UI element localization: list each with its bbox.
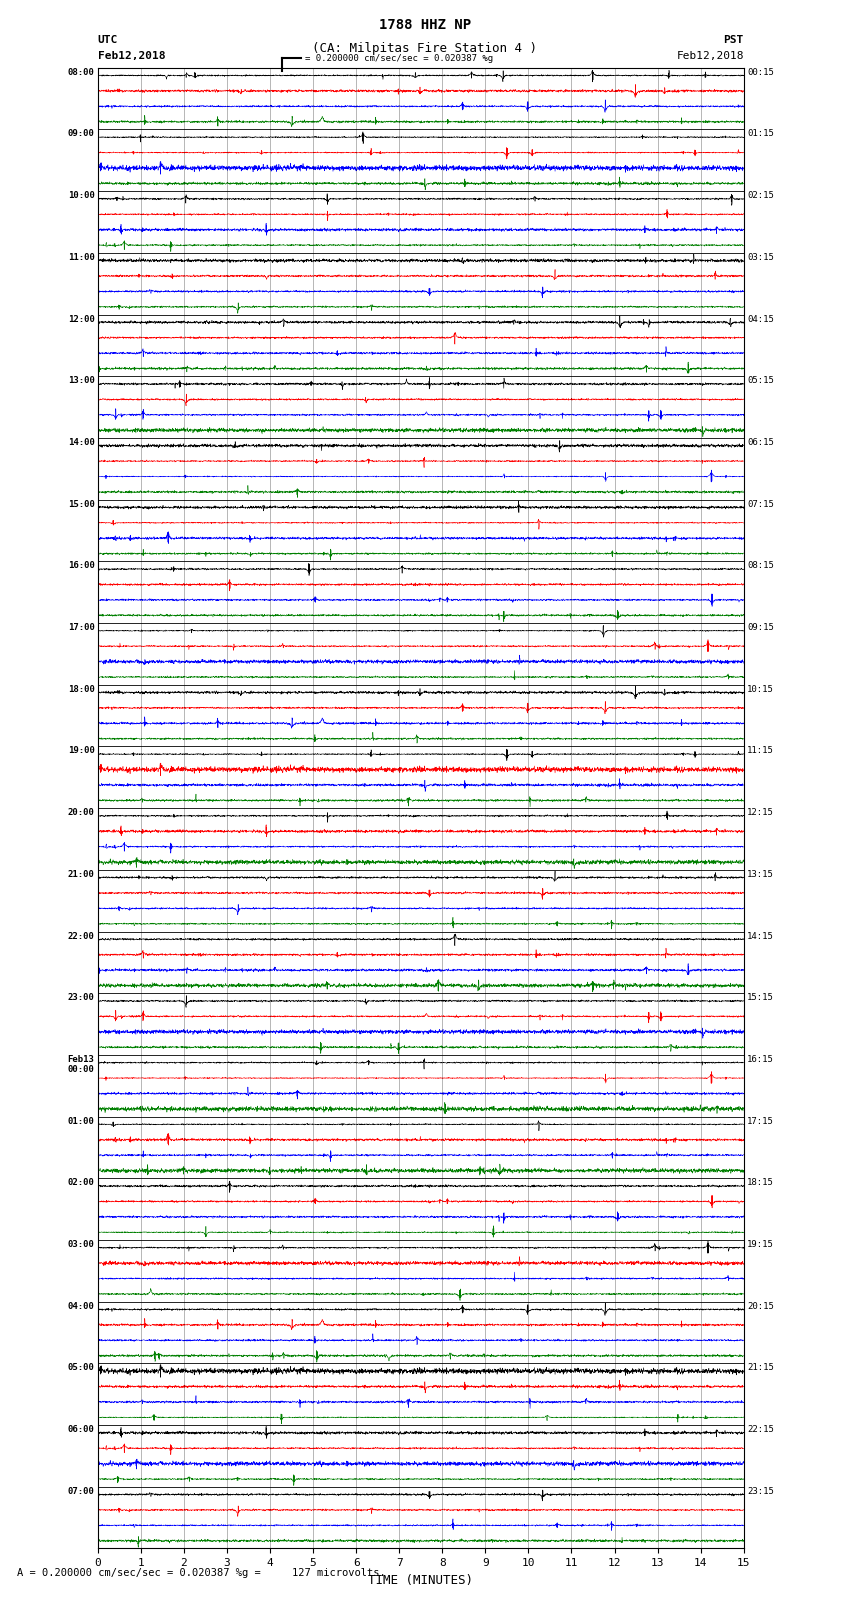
- Text: 20:00: 20:00: [68, 808, 94, 818]
- Text: 19:00: 19:00: [68, 747, 94, 755]
- Text: A = 0.200000 cm/sec/sec = 0.020387 %g =     127 microvolts.: A = 0.200000 cm/sec/sec = 0.020387 %g = …: [17, 1568, 386, 1578]
- Text: 10:00: 10:00: [68, 192, 94, 200]
- Text: 03:00: 03:00: [68, 1240, 94, 1248]
- Text: 22:15: 22:15: [747, 1426, 774, 1434]
- Text: Feb12,2018: Feb12,2018: [98, 52, 165, 61]
- Text: 09:00: 09:00: [68, 129, 94, 139]
- Text: 00:15: 00:15: [747, 68, 774, 77]
- Text: UTC: UTC: [98, 35, 118, 45]
- Text: 03:15: 03:15: [747, 253, 774, 261]
- Text: 11:15: 11:15: [747, 747, 774, 755]
- Text: 14:00: 14:00: [68, 439, 94, 447]
- Text: 17:15: 17:15: [747, 1116, 774, 1126]
- Text: 20:15: 20:15: [747, 1302, 774, 1311]
- Text: 08:00: 08:00: [68, 68, 94, 77]
- Text: 06:00: 06:00: [68, 1426, 94, 1434]
- Text: 04:00: 04:00: [68, 1302, 94, 1311]
- Text: 08:15: 08:15: [747, 561, 774, 571]
- X-axis label: TIME (MINUTES): TIME (MINUTES): [368, 1574, 473, 1587]
- Text: 13:00: 13:00: [68, 376, 94, 386]
- Text: 12:00: 12:00: [68, 315, 94, 324]
- Text: 06:15: 06:15: [747, 439, 774, 447]
- Text: 10:15: 10:15: [747, 686, 774, 694]
- Text: 02:15: 02:15: [747, 192, 774, 200]
- Text: 13:15: 13:15: [747, 869, 774, 879]
- Text: 12:15: 12:15: [747, 808, 774, 818]
- Text: 01:15: 01:15: [747, 129, 774, 139]
- Text: 17:00: 17:00: [68, 623, 94, 632]
- Text: 16:00: 16:00: [68, 561, 94, 571]
- Text: 04:15: 04:15: [747, 315, 774, 324]
- Text: 15:00: 15:00: [68, 500, 94, 508]
- Text: = 0.200000 cm/sec/sec = 0.020387 %g: = 0.200000 cm/sec/sec = 0.020387 %g: [305, 53, 494, 63]
- Text: 22:00: 22:00: [68, 931, 94, 940]
- Text: 23:15: 23:15: [747, 1487, 774, 1495]
- Text: 11:00: 11:00: [68, 253, 94, 261]
- Text: 05:15: 05:15: [747, 376, 774, 386]
- Text: 18:15: 18:15: [747, 1177, 774, 1187]
- Text: 18:00: 18:00: [68, 686, 94, 694]
- Text: 09:15: 09:15: [747, 623, 774, 632]
- Text: 02:00: 02:00: [68, 1177, 94, 1187]
- Text: 01:00: 01:00: [68, 1116, 94, 1126]
- Text: 14:15: 14:15: [747, 931, 774, 940]
- Text: 05:00: 05:00: [68, 1363, 94, 1373]
- Text: 21:00: 21:00: [68, 869, 94, 879]
- Text: 23:00: 23:00: [68, 994, 94, 1002]
- Text: PST: PST: [723, 35, 744, 45]
- Text: 15:15: 15:15: [747, 994, 774, 1002]
- Text: Feb12,2018: Feb12,2018: [677, 52, 744, 61]
- Text: 21:15: 21:15: [747, 1363, 774, 1373]
- Text: Feb13
00:00: Feb13 00:00: [68, 1055, 94, 1074]
- Text: 1788 HHZ NP: 1788 HHZ NP: [379, 18, 471, 32]
- Text: 07:15: 07:15: [747, 500, 774, 508]
- Text: 19:15: 19:15: [747, 1240, 774, 1248]
- Text: 16:15: 16:15: [747, 1055, 774, 1065]
- Text: 07:00: 07:00: [68, 1487, 94, 1495]
- Text: (CA: Milpitas Fire Station 4 ): (CA: Milpitas Fire Station 4 ): [313, 42, 537, 55]
